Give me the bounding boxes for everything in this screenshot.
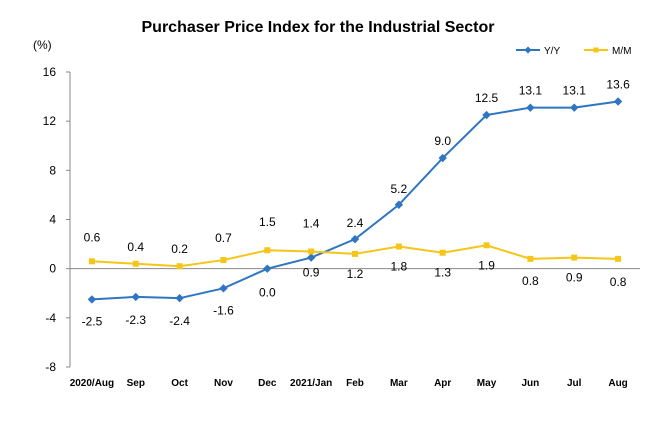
legend-marker: [524, 46, 532, 54]
data-point: [131, 292, 140, 302]
data-label: 1.5: [259, 215, 276, 229]
x-tick-label: Oct: [171, 378, 188, 389]
legend: Y/Y M/M: [516, 46, 631, 57]
series-layer: -2.5 -2.3 -2.4 -1.6 0.0 0.9 2.4 5.2 9.0 12.5 13.1 1…: [82, 78, 630, 329]
y-tick-label: 8: [49, 163, 56, 177]
x-tick-label: Aug: [608, 378, 627, 389]
legend-marker: [593, 47, 599, 53]
x-tick-label: Mar: [390, 378, 408, 389]
data-point: [570, 103, 579, 112]
data-label: -2.5: [82, 314, 103, 328]
data-point: [527, 255, 534, 262]
data-point: [306, 253, 316, 262]
data-label: 0.7: [215, 231, 232, 245]
data-label: 13.6: [606, 78, 630, 92]
x-tick-label: Nov: [214, 378, 233, 389]
data-label: 9.0: [434, 134, 451, 148]
y-unit-label: (%): [33, 38, 52, 52]
data-point: [352, 250, 358, 257]
y-tick-label: -4: [45, 311, 56, 325]
data-point: [615, 255, 622, 262]
data-point: [263, 264, 272, 273]
data-label: 0.9: [566, 271, 583, 285]
y-tick-label: 16: [43, 65, 57, 79]
data-point: [350, 234, 360, 244]
data-point: [613, 97, 623, 106]
data-point: [132, 260, 139, 267]
data-point: [219, 284, 228, 293]
series-y-y: -2.5 -2.3 -2.4 -1.6 0.0 0.9 2.4 5.2 9.0 12.5 13.1 1…: [82, 78, 630, 329]
data-label: 13.1: [563, 84, 587, 98]
x-tick-label: 2021/Jan: [290, 378, 332, 389]
data-point: [308, 248, 315, 255]
data-label: 12.5: [475, 91, 499, 105]
axes: -8 -4 0 4 8 12 16 2020/Aug Sep Oct Nov Dec 2021/Jan F…: [43, 65, 640, 389]
data-point: [439, 249, 446, 256]
legend-label: Y/Y: [544, 46, 560, 57]
data-point: [526, 103, 535, 112]
data-point: [482, 110, 491, 120]
data-label: 1.4: [303, 216, 320, 230]
data-label: 1.3: [434, 266, 451, 280]
x-tick-label: May: [477, 378, 497, 389]
data-label: 2.4: [347, 216, 364, 230]
data-label: 13.1: [519, 84, 543, 98]
data-label: 0.9: [303, 266, 320, 280]
data-point: [394, 200, 404, 209]
data-label: 1.8: [391, 260, 408, 274]
x-tick-label: Jul: [567, 378, 582, 389]
data-label: 1.2: [347, 267, 364, 281]
data-label: -1.6: [213, 303, 234, 317]
legend-label: M/M: [612, 46, 631, 57]
x-tick-label: Dec: [258, 378, 277, 389]
data-label: 1.9: [478, 258, 495, 272]
data-label: 0.8: [522, 274, 539, 288]
y-tick-label: -8: [45, 360, 56, 374]
data-point: [483, 242, 490, 249]
data-point: [438, 153, 447, 163]
data-point: [220, 257, 227, 264]
series-m-m: 0.6 0.4 0.2 0.7 1.5 1.4 1.2 1.8 1.3 1.9 0.8 0.9 0.8: [84, 215, 627, 289]
data-label: 0.6: [84, 230, 101, 244]
x-tick-label: 2020/Aug: [70, 378, 114, 389]
data-point: [571, 254, 578, 261]
data-point: [175, 293, 184, 303]
x-tick-label: Jun: [521, 378, 539, 389]
x-tick-label: Feb: [346, 378, 364, 389]
data-label: 5.2: [391, 182, 408, 196]
data-label: -2.3: [125, 313, 146, 327]
data-label: 0.2: [171, 242, 188, 256]
y-tick-label: 12: [43, 114, 57, 128]
data-label: -2.4: [169, 314, 190, 328]
y-tick-label: 4: [49, 213, 56, 227]
data-point: [176, 263, 183, 270]
y-tick-label: 0: [49, 262, 56, 276]
data-point: [87, 295, 97, 304]
data-label: 0.8: [610, 275, 627, 289]
data-point: [88, 258, 95, 265]
chart-title: Purchaser Price Index for the Industrial…: [142, 19, 495, 36]
data-point: [395, 243, 402, 250]
data-point: [264, 247, 271, 254]
x-tick-label: Apr: [434, 378, 451, 389]
x-tick-label: Sep: [127, 378, 145, 389]
data-label: 0.4: [127, 240, 144, 254]
data-label: 0.0: [259, 286, 276, 300]
